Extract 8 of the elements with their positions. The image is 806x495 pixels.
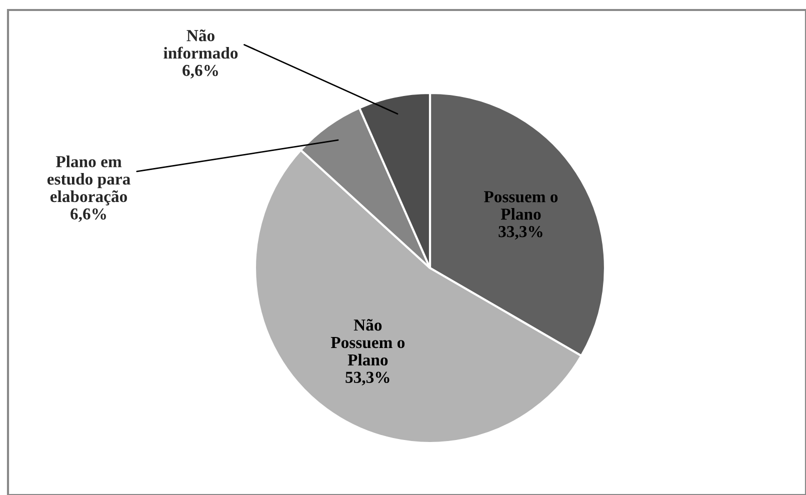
- slice-label: Plano em estudo para elaboração: [47, 156, 130, 206]
- slice-label: Não informado: [164, 29, 238, 59]
- slice-label: Possuem o Plano: [484, 191, 558, 220]
- data-label: 6,6%: [70, 208, 106, 222]
- slice-label: Não Possuem o Plano: [330, 318, 405, 366]
- data-label: 53,3%: [346, 372, 390, 386]
- data-label: 33,3%: [498, 226, 542, 240]
- data-label: 6,6%: [182, 64, 218, 79]
